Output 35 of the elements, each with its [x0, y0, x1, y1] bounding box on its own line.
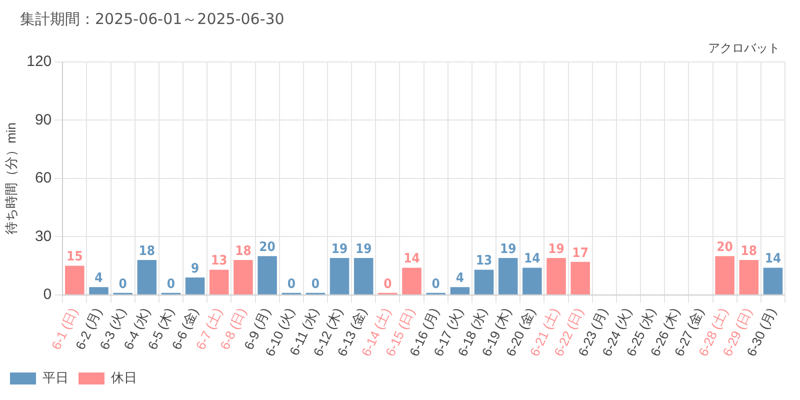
data-label: 18	[740, 244, 758, 259]
data-label: 9	[190, 261, 200, 276]
data-label: 4	[456, 271, 464, 286]
data-label: 19	[331, 242, 348, 257]
y-tick-label: 60	[34, 170, 52, 187]
data-label: 13	[476, 254, 492, 269]
data-label: 0	[287, 276, 296, 292]
data-label: 14	[524, 252, 540, 267]
data-label: 14	[764, 252, 782, 267]
data-label: 20	[716, 240, 733, 255]
data-label: 0	[432, 276, 440, 292]
chart-subtitle: アクロバット	[708, 40, 780, 57]
data-label: 4	[94, 271, 103, 286]
data-label: 0	[384, 276, 392, 292]
chart-title: 集計期間：2025-06-01～2025-06-30	[20, 10, 284, 29]
y-axis-title: 待ち時間（分）min	[3, 122, 18, 234]
data-label: 0	[166, 276, 176, 292]
data-label: 19	[548, 242, 564, 257]
data-label: 0	[311, 276, 320, 292]
data-label: 0	[118, 276, 127, 292]
y-tick-label: 90	[34, 111, 52, 128]
y-tick-label: 0	[43, 286, 52, 304]
data-label: 19	[355, 242, 372, 257]
data-label: 14	[404, 252, 420, 267]
legend-label: 平日	[42, 370, 68, 386]
y-tick-label: 30	[34, 228, 52, 245]
y-tick-label: 120	[26, 53, 52, 70]
data-label: 17	[572, 246, 588, 261]
legend-label: 休日	[111, 370, 137, 386]
data-label: 18	[138, 244, 156, 259]
data-label: 19	[500, 242, 516, 257]
data-label: 18	[235, 244, 252, 259]
data-label: 20	[259, 240, 276, 255]
data-label: 13	[211, 254, 228, 269]
data-label: 15	[66, 250, 83, 265]
